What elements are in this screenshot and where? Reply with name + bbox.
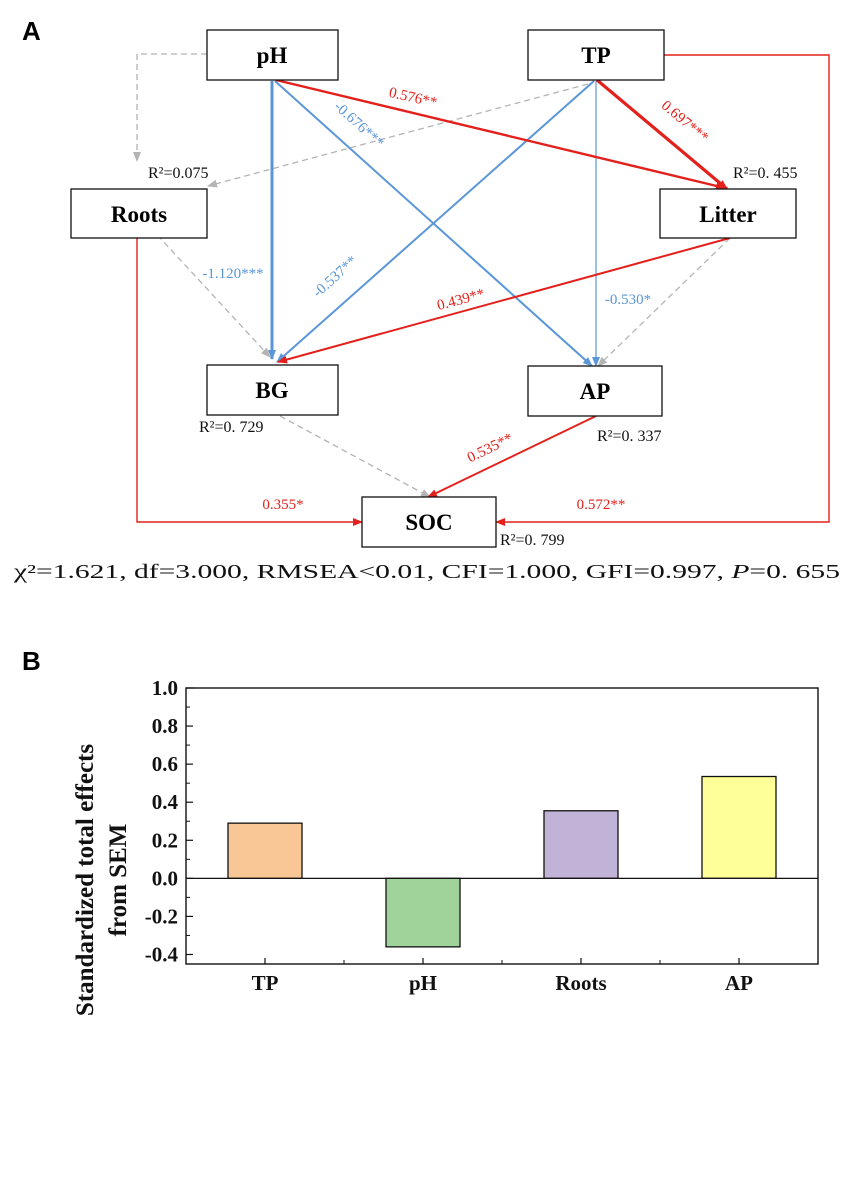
node-tp: TP [527, 29, 665, 81]
path-ph-litter [275, 78, 726, 190]
coef-ap-soc: 0.535** [465, 431, 516, 467]
node-roots-label: Roots [111, 202, 167, 227]
path-bg-soc [279, 415, 431, 498]
y-tick-label: 0.8 [152, 714, 178, 738]
negative-paths [268, 80, 600, 367]
y-tick-label: 0.2 [152, 828, 178, 852]
node-litter: Litter [659, 188, 797, 239]
path-tp-litter [595, 78, 729, 191]
node-soc-label: SOC [405, 510, 452, 535]
bar-ph [385, 877, 461, 948]
bar-roots [543, 810, 619, 879]
path-tp-roots [207, 83, 589, 188]
node-bg: BG [206, 364, 339, 416]
bar-tp [227, 822, 303, 879]
coef-roots-soc: 0.355* [262, 497, 303, 513]
coef-tp-soc: 0.572** [577, 497, 626, 513]
node-soc: SOC [361, 496, 497, 548]
node-ph: pH [206, 29, 339, 81]
total-effects-bar-chart: Standardized total effects from SEM 1.0 0… [72, 676, 819, 1016]
node-ph-label: pH [257, 43, 288, 68]
coef-ph-bg: -1.120*** [202, 266, 263, 282]
y-axis-label-line-1: Standardized total effects [72, 744, 99, 1016]
path-litter-bg [277, 237, 731, 364]
x-tick-label-tp: TP [252, 971, 279, 995]
path-litter-ap [597, 237, 731, 367]
coef-litter-bg: 0.439** [435, 286, 486, 314]
path-ph-roots [133, 53, 207, 162]
y-tick-label: 1.0 [152, 676, 178, 700]
y-tick-label: -0.4 [145, 942, 179, 966]
bars [227, 775, 777, 948]
node-roots: Roots [70, 188, 208, 239]
bar-ap [701, 775, 777, 879]
panel-a-letter: A [22, 16, 41, 46]
y-axis-label-line-2: from SEM [105, 824, 132, 937]
x-axis-ticks: TP pH Roots AP [252, 958, 753, 995]
path-coefficients: 0.576** -0.676*** 0.697*** -1.120*** -0.… [202, 85, 711, 513]
node-ap: AP [527, 365, 663, 417]
node-tp-label: TP [581, 43, 610, 68]
coef-tp-ap: -0.530* [605, 292, 651, 308]
positive-paths [136, 54, 830, 526]
r2-bg: R²=0. 729 [199, 419, 264, 436]
y-tick-label: -0.2 [145, 904, 178, 928]
path-roots-soc [136, 238, 363, 526]
r2-litter: R²=0. 455 [733, 165, 798, 182]
path-ap-soc [427, 415, 597, 498]
y-axis-ticks: 1.0 0.8 0.6 0.4 0.2 0.0 -0.2 -0.4 [145, 676, 193, 966]
node-bg-label: BG [255, 378, 288, 403]
x-tick-label-ph: pH [409, 971, 437, 995]
r2-roots: R²=0.075 [148, 165, 209, 182]
panel-b-letter: B [22, 646, 41, 676]
r2-soc: R²=0. 799 [500, 532, 565, 549]
model-fit-statistics: χ²=1.621, df=3.000, RMSEA<0.01, CFI=1.00… [13, 561, 840, 583]
r2-ap: R²=0. 337 [597, 428, 662, 445]
coef-ph-ap: -0.676*** [331, 99, 387, 152]
y-axis-label: Standardized total effects from SEM [72, 744, 132, 1016]
y-tick-label: 0.0 [152, 866, 178, 890]
node-litter-label: Litter [699, 202, 756, 227]
path-tp-bg [276, 80, 595, 363]
y-tick-label: 0.4 [152, 790, 179, 814]
y-tick-label: 0.6 [152, 752, 178, 776]
x-tick-label-roots: Roots [555, 971, 606, 995]
path-tp-soc [495, 54, 830, 526]
x-tick-label-ap: AP [725, 971, 753, 995]
node-ap-label: AP [580, 379, 611, 404]
